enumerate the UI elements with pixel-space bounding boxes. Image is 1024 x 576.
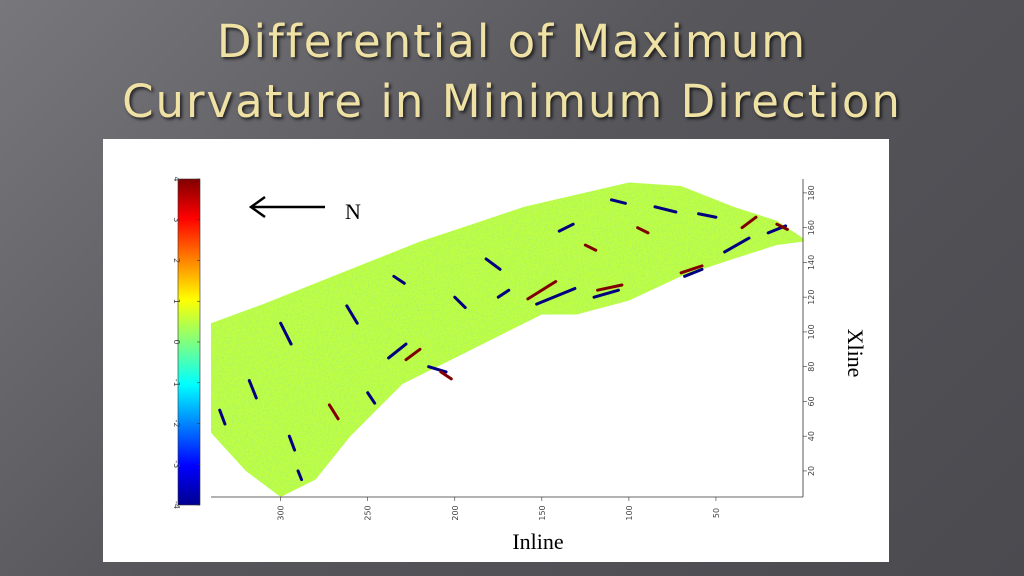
y-tick-label: 180 [807,185,816,200]
anomaly-streak [679,264,704,275]
x-tick-label: 50 [712,508,721,518]
colorbar-tick-label: 1 [172,299,181,304]
anomaly-streak [526,280,558,301]
survey-texture [211,182,803,497]
anomaly-streak [345,304,359,325]
north-label: N [345,199,361,224]
anomaly-streak [535,286,577,306]
figure-panel: 4 3 2 1 0 -1 -2 -3 -4 300 250 200 150 100 50 20 40 60 80 1… [103,139,889,562]
y-axis-label: Xline [843,329,868,378]
anomaly-streak [279,321,293,346]
anomaly-streak [596,283,624,292]
anomaly-streak [609,198,627,205]
x-tick-label: 200 [451,505,460,520]
y-tick-label: 100 [807,324,816,339]
colorbar: 4 3 2 1 0 -1 -2 -3 -4 [172,176,201,509]
anomaly-streak [557,222,575,233]
anomaly-streak [653,205,678,214]
colorbar-tick-label: -4 [172,501,181,509]
curvature-chart: 4 3 2 1 0 -1 -2 -3 -4 300 250 200 150 100 50 20 40 60 80 1… [172,176,868,554]
y-tick-label: 60 [807,396,816,406]
anomaly-streak [247,379,258,400]
x-tick-label: 100 [625,505,634,520]
anomaly-streak [427,365,448,374]
anomaly-streak [439,370,453,381]
anomaly-streak [496,288,511,299]
colorbar-tick-label: -1 [172,379,181,387]
colorbar-tick-label: 2 [172,258,181,263]
axes: 300 250 200 150 100 50 20 40 60 80 100 120 140 160 180 [211,179,816,521]
x-tick-label: 300 [277,505,286,520]
y-tick-label: 80 [807,362,816,372]
north-arrow: N [248,195,361,224]
anomaly-streak [392,274,406,285]
anomaly-streak [636,226,650,235]
x-tick-label: 250 [364,505,373,520]
anomaly-streak [387,342,408,360]
colorbar-tick-label: 3 [172,217,181,222]
anomaly-streak [218,408,227,426]
north-arrow-head [248,195,266,219]
x-tick-label: 150 [538,505,547,520]
anomaly-streak [775,222,789,231]
anomaly-streak [697,212,718,219]
anomaly-streak [583,243,598,252]
title-line-1: Differential of Maximum [216,15,808,68]
y-tick-label: 140 [807,255,816,270]
anomaly-streak [327,403,340,421]
x-axis-label: Inline [512,529,563,554]
colorbar-tick-label: -2 [172,420,181,428]
colorbar-tick-label: 0 [172,339,181,344]
anomaly-streak [740,215,758,230]
anomaly-streak [723,236,751,254]
anomaly-streak [592,288,620,299]
plot-area [211,182,803,497]
anomaly-streak [366,391,377,405]
slide-title: Differential of Maximum Curvature in Min… [0,12,1024,132]
y-tick-label: 40 [807,431,816,441]
colorbar-tick-label: -3 [172,460,181,468]
y-tick-label: 20 [807,466,816,476]
y-tick-label: 160 [807,220,816,235]
anomaly-streak [683,267,704,278]
colorbar-tick-label: 4 [172,176,181,181]
anomaly-streak [287,434,297,452]
anomaly-streak [404,347,422,362]
anomaly-streak [453,295,467,310]
anomaly-streak [484,257,502,271]
title-line-2: Curvature in Minimum Direction [122,75,902,128]
anomaly-streak [296,469,304,482]
y-tick-label: 120 [807,290,816,305]
